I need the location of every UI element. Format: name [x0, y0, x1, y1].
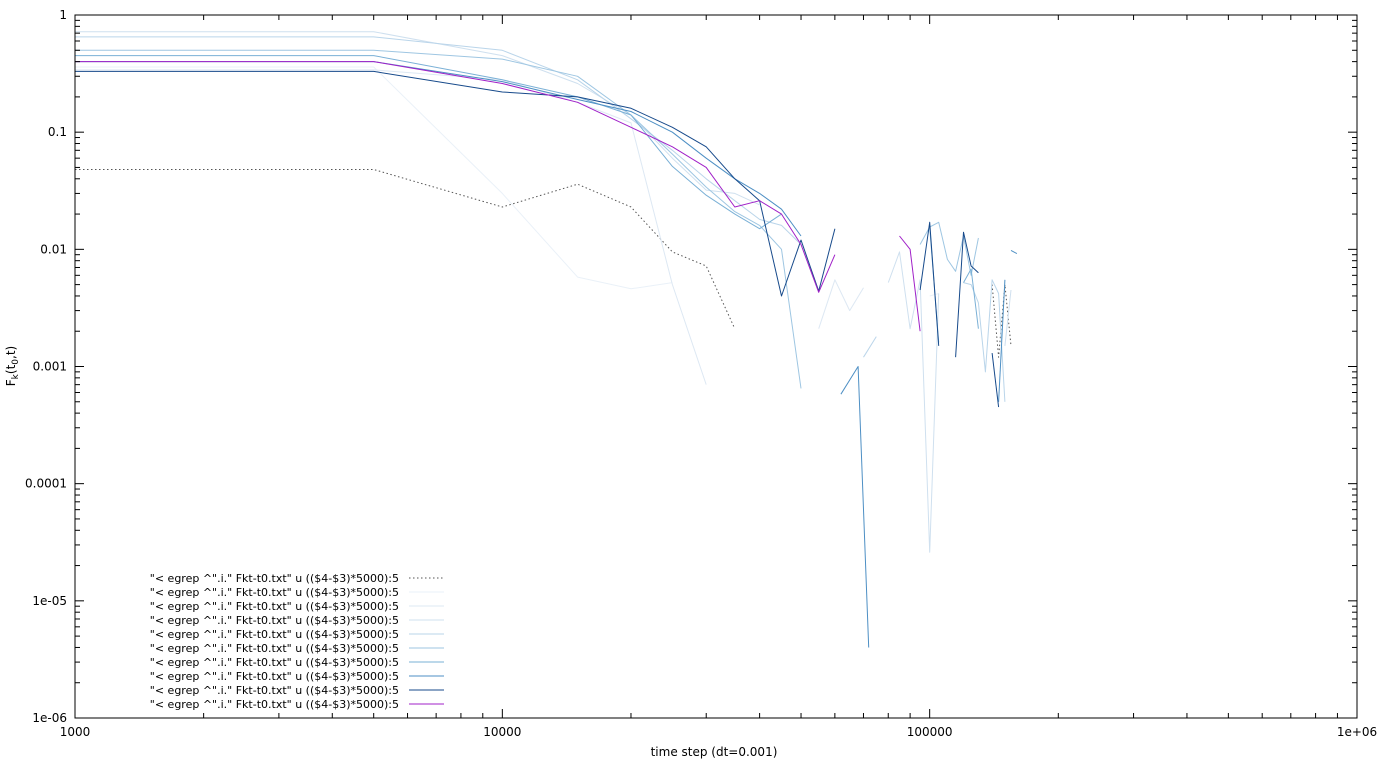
- series-line-4: [887, 251, 940, 553]
- series-line-9: [919, 221, 940, 346]
- series-line-5: [75, 36, 802, 245]
- legend-entry-label: "< egrep ^".i." Fkt-t0.txt" u (($4-$3)*5…: [150, 642, 399, 655]
- x-tick-label: 10000: [483, 725, 521, 739]
- y-tick-label: 1e-06: [32, 711, 67, 725]
- series-line-10: [75, 61, 836, 293]
- legend-entry-label: "< egrep ^".i." Fkt-t0.txt" u (($4-$3)*5…: [150, 684, 399, 697]
- series-line-9: [75, 70, 836, 297]
- legend-entry-label: "< egrep ^".i." Fkt-t0.txt" u (($4-$3)*5…: [150, 586, 399, 599]
- series-line-1: [75, 169, 736, 329]
- series-line-2: [75, 66, 673, 290]
- series-line-10: [899, 235, 921, 332]
- legend: "< egrep ^".i." Fkt-t0.txt" u (($4-$3)*5…: [150, 572, 444, 711]
- series-line-9: [991, 353, 1000, 408]
- legend-entry-label: "< egrep ^".i." Fkt-t0.txt" u (($4-$3)*5…: [150, 656, 399, 669]
- x-tick-label: 1e+06: [1337, 725, 1377, 739]
- series-line-9: [955, 231, 979, 358]
- series-line-5: [863, 336, 877, 358]
- legend-entry-label: "< egrep ^".i." Fkt-t0.txt" u (($4-$3)*5…: [150, 600, 399, 613]
- tick-labels: 1000 10000 100000 1e+06 1e-06 1e-05 0.0001 0.00…: [25, 8, 1377, 739]
- axis-ticks: [74, 14, 1358, 719]
- series-line-8: [998, 279, 1006, 402]
- series-line-7: [963, 268, 979, 329]
- legend-entry-label: "< egrep ^".i." Fkt-t0.txt" u (($4-$3)*5…: [150, 628, 399, 641]
- series-line-8: [75, 61, 802, 237]
- legend-entry-label: "< egrep ^".i." Fkt-t0.txt" u (($4-$3)*5…: [150, 572, 399, 585]
- series-line-8: [840, 366, 870, 648]
- legend-entry-label: "< egrep ^".i." Fkt-t0.txt" u (($4-$3)*5…: [150, 614, 399, 627]
- series-line-3: [818, 279, 864, 329]
- series-line-8: [1010, 249, 1018, 255]
- y-tick-label: 0.001: [33, 360, 67, 374]
- series-line-7: [75, 55, 782, 230]
- y-tick-label: 0.0001: [25, 477, 67, 491]
- y-tick-label: 1e-05: [32, 594, 67, 608]
- y-tick-label: 0.1: [48, 125, 67, 139]
- series-line-2: [929, 293, 939, 297]
- y-tick-label: 0.01: [40, 242, 67, 256]
- legend-entry-label: "< egrep ^".i." Fkt-t0.txt" u (($4-$3)*5…: [150, 698, 399, 711]
- series-line-6: [919, 221, 979, 276]
- x-tick-label: 100000: [907, 725, 953, 739]
- y-tick-label: 1: [59, 8, 67, 22]
- plot-frame: [74, 14, 1358, 719]
- series-line-5: [963, 279, 1006, 402]
- x-axis-label: time step (dt=0.001): [651, 745, 778, 759]
- y-axis-label: Fk(t0,t): [4, 346, 21, 386]
- series-line-4: [1004, 289, 1012, 346]
- legend-entry-label: "< egrep ^".i." Fkt-t0.txt" u (($4-$3)*5…: [150, 670, 399, 683]
- x-tick-label: 1000: [60, 725, 91, 739]
